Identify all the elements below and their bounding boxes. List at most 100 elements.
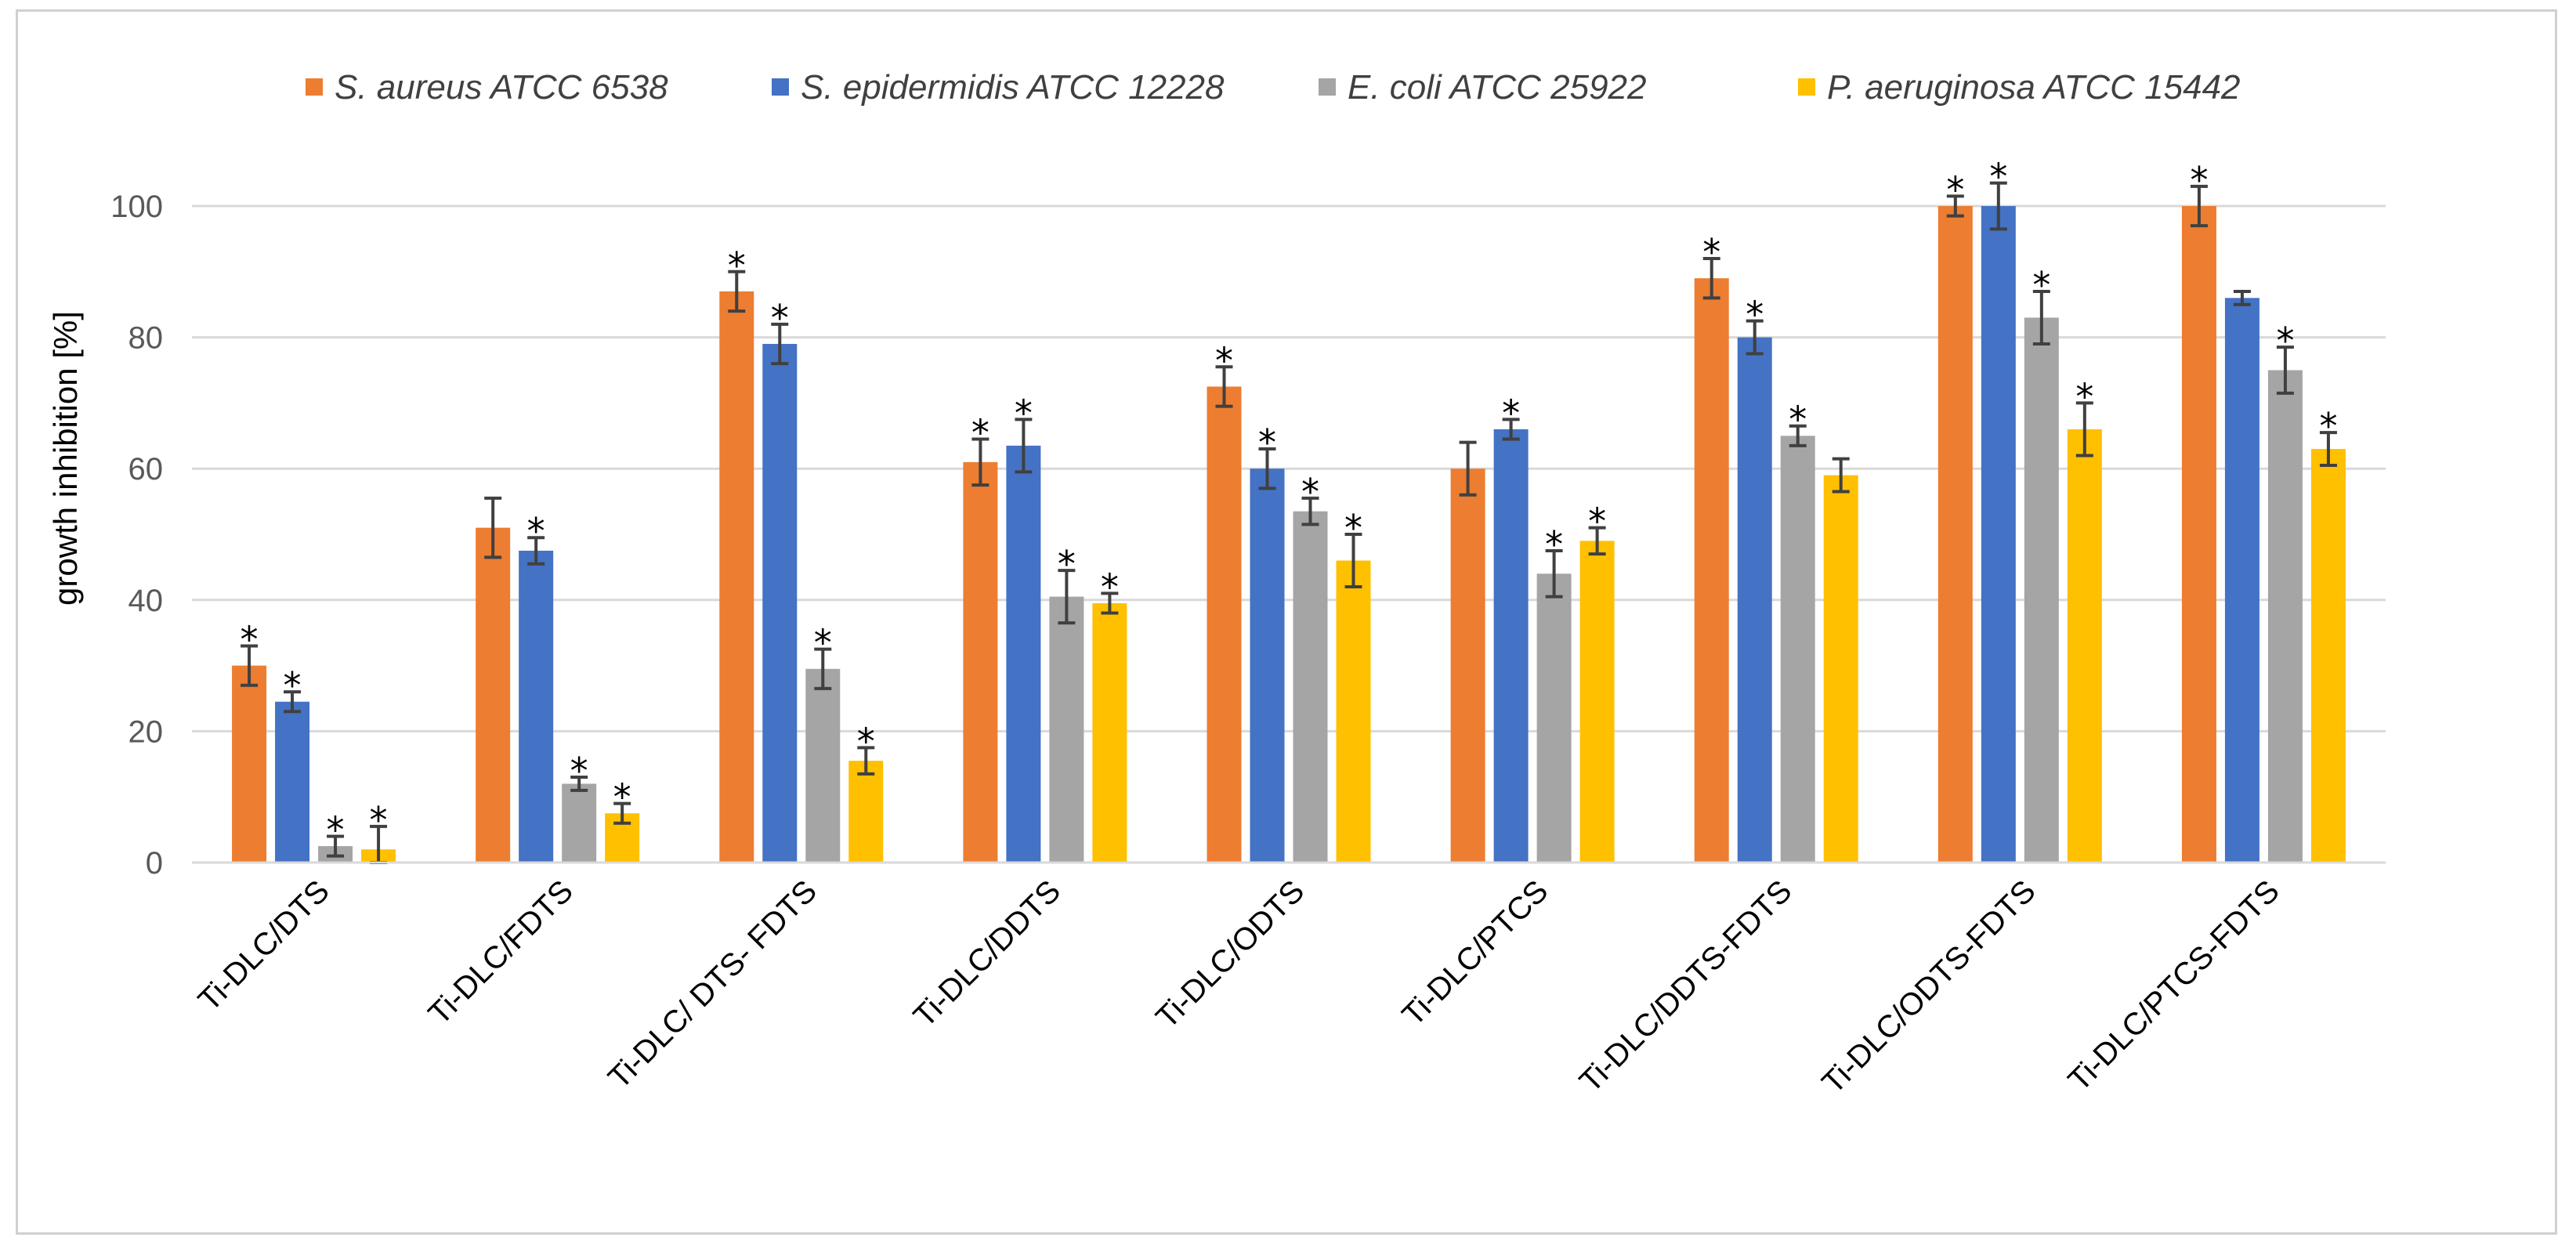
- error-bar: [484, 496, 502, 559]
- error-bar: [1215, 365, 1233, 408]
- y-axis-title: growth inhibition [%]: [47, 311, 84, 606]
- bar: [1579, 541, 1615, 863]
- error-bar: [1058, 569, 1076, 625]
- bar: [762, 343, 798, 863]
- bars: [232, 206, 2346, 863]
- error-bar: [570, 776, 588, 792]
- significance-star: *: [570, 750, 588, 792]
- legend-swatch: [1798, 78, 1815, 96]
- legend-item: S. aureus ATCC 6538: [306, 68, 668, 107]
- error-bar: [1258, 447, 1276, 490]
- error-bar: [1101, 591, 1119, 615]
- significance-star: *: [728, 244, 746, 287]
- error-bars: [241, 181, 2337, 864]
- y-tick-label: 80: [128, 321, 164, 356]
- significance-star: *: [1946, 168, 1964, 211]
- bar: [1694, 278, 1729, 863]
- significance-star: *: [1746, 294, 1764, 336]
- legend-item: P. aeruginosa ATCC 15442: [1798, 68, 2241, 107]
- error-bar: [771, 322, 789, 366]
- category-label: Ti-DLC/PTCS-FDTS: [2062, 874, 2286, 1098]
- y-tick-label: 60: [128, 452, 164, 487]
- error-bar: [1588, 526, 1606, 556]
- bar: [805, 668, 841, 863]
- error-bar: [1746, 319, 1764, 356]
- bar: [1737, 337, 1772, 863]
- bar: [1937, 206, 1973, 863]
- significance-star: *: [1702, 231, 1720, 273]
- category-label: Ti-DLC/ODTS: [1149, 874, 1311, 1035]
- bar: [1092, 602, 1127, 863]
- error-bar: [1545, 548, 1563, 599]
- category-label: Ti-DLC/ODTS-FDTS: [1815, 874, 2042, 1100]
- gridlines: [192, 204, 2386, 733]
- category-label: Ti-DLC/ DTS- FDTS: [602, 874, 823, 1095]
- error-bar: [1832, 457, 1850, 494]
- legend-swatch: [306, 78, 323, 96]
- y-tick-label: 0: [146, 846, 163, 881]
- bar: [2224, 298, 2259, 863]
- y-axis-ticks: 0 20 40 60 80 100: [110, 190, 163, 881]
- significance-star: *: [857, 720, 875, 762]
- significance-star: *: [1258, 421, 1276, 464]
- bar: [2310, 449, 2346, 863]
- bar: [1293, 511, 1328, 863]
- significance-star: *: [1545, 523, 1563, 566]
- bar: [2024, 317, 2059, 863]
- bar: [719, 291, 754, 863]
- error-bar: [613, 801, 631, 825]
- error-bar: [284, 690, 302, 714]
- bar: [562, 783, 597, 863]
- error-bar: [971, 437, 990, 487]
- bar: [232, 665, 267, 863]
- bar: [1207, 386, 1242, 863]
- significance-star: *: [1989, 156, 2007, 198]
- error-bar: [2233, 289, 2251, 306]
- error-bar: [2075, 401, 2093, 458]
- significance-star: *: [1344, 507, 1362, 549]
- legend-label: E. coli ATCC 25922: [1348, 68, 1647, 107]
- significance-star: *: [2276, 320, 2294, 362]
- error-bar: [2276, 345, 2294, 395]
- significance-star: *: [527, 510, 545, 552]
- significance-star: *: [771, 297, 789, 339]
- legend-label: S. aureus ATCC 6538: [335, 68, 668, 107]
- bar: [848, 761, 884, 863]
- legend-label: S. epidermidis ATCC 12228: [801, 68, 1225, 107]
- category-label: Ti-DLC/DDTS: [907, 874, 1067, 1033]
- error-bar: [1015, 418, 1033, 474]
- bar: [1981, 206, 2016, 863]
- significance-star: *: [2075, 375, 2093, 418]
- significance-star: *: [814, 622, 832, 664]
- error-bar: [1301, 496, 1319, 526]
- category-label: Ti-DLC/PTCS: [1396, 874, 1555, 1033]
- error-bar: [241, 644, 259, 687]
- error-bar: [1989, 181, 2007, 231]
- error-bar: [1502, 418, 1520, 441]
- bar: [2067, 429, 2102, 863]
- significance-star: *: [1588, 501, 1606, 543]
- chart-frame: [16, 9, 2557, 1235]
- significance-star: *: [241, 618, 259, 660]
- significance-star: *: [1101, 566, 1119, 608]
- error-bar: [1946, 194, 1964, 218]
- legend: S. aureus ATCC 6538 S. epidermidis ATCC 1…: [306, 68, 2241, 107]
- category-label: Ti-DLC/DDTS-FDTS: [1573, 874, 1799, 1099]
- legend-label: P. aeruginosa ATCC 15442: [1827, 68, 2241, 107]
- significance-star: *: [284, 664, 302, 707]
- bar: [1250, 468, 1285, 863]
- bar: [1493, 429, 1529, 863]
- bar: [476, 527, 511, 863]
- significance-markers: * * * * * * * * * * * * * * * * * * * * * * * * * * * * * * * *: [241, 156, 2338, 852]
- bar: [1336, 560, 1371, 863]
- category-labels: Ti-DLC/DTS Ti-DLC/FDTS Ti-DLC/ DTS- FDTS Ti…: [192, 874, 2286, 1100]
- error-bar: [1459, 440, 1477, 497]
- bar: [275, 701, 310, 863]
- error-bar: [2032, 289, 2050, 345]
- error-bar: [327, 834, 345, 858]
- significance-star: *: [1301, 471, 1319, 513]
- category-label: Ti-DLC/FDTS: [422, 874, 580, 1031]
- significance-star: *: [1215, 339, 1233, 382]
- significance-star: *: [1015, 392, 1033, 434]
